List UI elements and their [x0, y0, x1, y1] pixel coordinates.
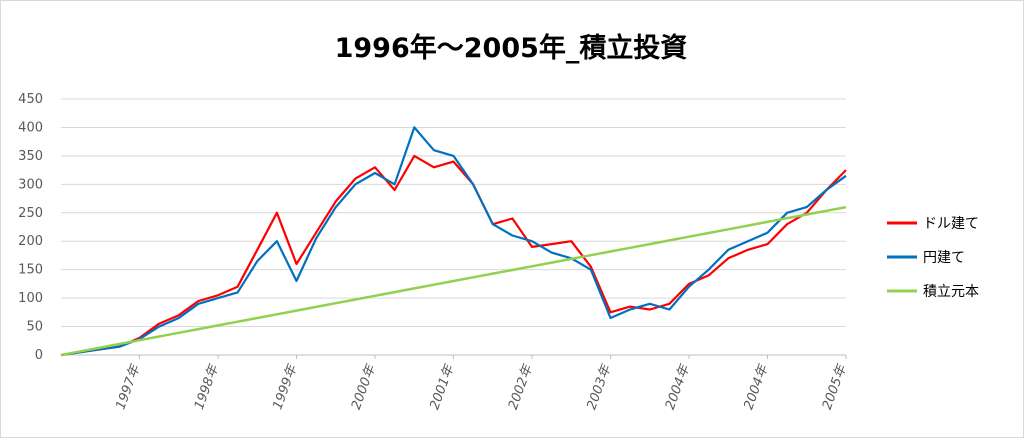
x-tick-label: 2005年 — [820, 361, 851, 411]
series-line-0 — [60, 154, 847, 357]
y-tick-label: 50 — [26, 320, 43, 335]
y-tick-label: 400 — [18, 120, 43, 135]
series-line-2 — [60, 205, 847, 357]
y-axis-ticks: 0 50 100 150 200 250 300 350 400 450 — [18, 92, 43, 363]
x-tick-label: 2000年 — [349, 361, 380, 411]
chart-title: 1996年～2005年_積立投資 — [335, 32, 688, 64]
legend-label: 円建て — [923, 250, 965, 266]
y-tick-label: 0 — [35, 348, 43, 363]
y-tick-label: 150 — [18, 263, 43, 278]
x-tick-label: 2001年 — [427, 361, 458, 411]
x-tick-label: 2004年 — [663, 361, 694, 411]
y-tick-label: 250 — [18, 206, 43, 221]
gridlines — [61, 98, 846, 356]
x-tick-label: 1999年 — [270, 361, 301, 411]
x-axis-ticks: 1997年 1998年 1999年 2000年 2001年 2002年 2003年 2004年… — [113, 355, 850, 412]
x-tick-label: 1997年 — [113, 361, 144, 411]
y-tick-label: 100 — [18, 291, 43, 306]
legend-label: ドル建て — [923, 216, 979, 232]
y-tick-label: 350 — [18, 149, 43, 164]
x-tick-label: 2002年 — [506, 361, 537, 411]
x-tick-label: 1998年 — [192, 361, 223, 411]
x-tick-label: 2004年 — [741, 361, 772, 411]
series-line-1 — [60, 126, 847, 357]
y-tick-label: 200 — [18, 234, 43, 249]
y-tick-label: 450 — [18, 92, 43, 107]
x-tick-label: 2003年 — [584, 361, 615, 411]
series-lines — [60, 126, 847, 357]
y-tick-label: 300 — [18, 177, 43, 192]
legend-label: 積立元本 — [923, 284, 979, 300]
